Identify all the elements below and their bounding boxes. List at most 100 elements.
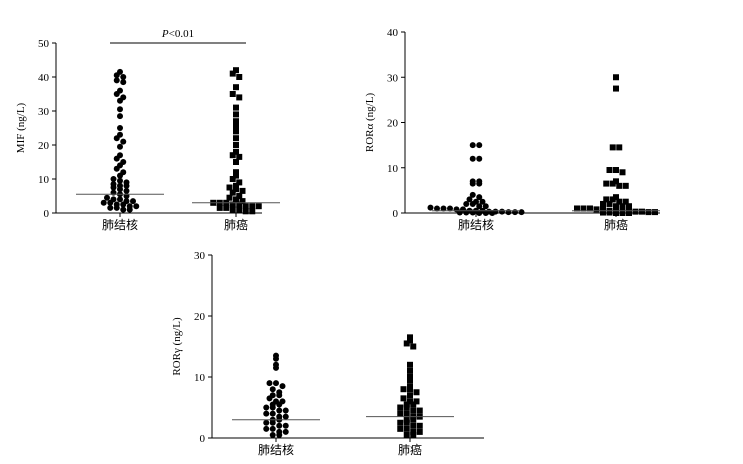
data-point-square (609, 144, 616, 151)
significance-label: P<0.01 (161, 28, 194, 40)
data-point-square (233, 128, 239, 135)
data-point-square (407, 392, 413, 399)
data-point-square (593, 206, 600, 213)
data-point-square (403, 431, 410, 438)
data-point-circle (282, 428, 289, 435)
data-point-circle (276, 401, 283, 408)
category-label: 肺结核 (258, 443, 294, 457)
data-point-circle (263, 425, 270, 432)
data-point-square (407, 383, 413, 390)
data-point-square (410, 422, 417, 429)
data-point-circle (117, 113, 123, 120)
data-point-square (236, 94, 243, 101)
data-point-circle (276, 407, 283, 414)
data-point-square (639, 208, 645, 215)
data-point-square (226, 194, 233, 201)
data-point-circle (469, 180, 476, 187)
data-point-square (410, 428, 417, 435)
data-point-circle (113, 77, 120, 84)
data-point-square (397, 410, 404, 417)
data-point-circle (463, 200, 470, 207)
data-point-square (410, 407, 417, 414)
data-point-square (587, 205, 593, 212)
data-point-square (603, 180, 610, 187)
data-point-square (613, 210, 619, 216)
data-point-circle (120, 138, 127, 145)
data-point-square (407, 386, 413, 393)
data-point-square (416, 407, 423, 414)
data-point-circle (469, 200, 476, 207)
data-point-square (233, 111, 239, 118)
data-point-circle (482, 210, 489, 216)
y-axis-label: RORγ (ng/L) (171, 317, 183, 376)
data-point-square (622, 182, 629, 189)
data-point-square (239, 187, 246, 194)
data-point-square (410, 431, 417, 438)
data-point-circle (518, 209, 525, 216)
data-point-square (407, 367, 413, 374)
data-point-square (229, 70, 236, 77)
data-point-circle (117, 186, 123, 193)
data-point-circle (123, 187, 130, 194)
data-point-square (407, 361, 413, 368)
data-point-square (613, 85, 619, 92)
data-point-square (400, 395, 407, 402)
data-point-square (233, 118, 239, 125)
data-point-circle (113, 135, 120, 142)
data-point-square (233, 159, 239, 165)
data-point-circle (113, 155, 120, 162)
data-point-square (233, 84, 239, 91)
data-point-square (410, 401, 417, 408)
data-point-circle (282, 407, 289, 414)
data-point-square (229, 176, 236, 182)
data-point-square (616, 198, 623, 205)
data-point-square (216, 204, 223, 211)
data-point-square (613, 203, 619, 210)
data-point-square (410, 416, 417, 423)
y-tick-label: 0 (200, 433, 206, 445)
data-point-square (619, 210, 626, 216)
data-point-circle (263, 410, 270, 417)
data-point-square (233, 142, 239, 148)
data-point-square (242, 203, 249, 210)
data-point-circle (130, 198, 136, 205)
data-point-square (255, 203, 262, 210)
data-point-square (236, 193, 243, 199)
data-point-circle (266, 395, 273, 402)
data-point-square (403, 401, 410, 408)
data-point-circle (469, 142, 476, 149)
data-point-circle (107, 199, 114, 206)
data-point-circle (476, 142, 483, 149)
data-point-circle (269, 419, 276, 426)
data-point-square (236, 74, 243, 80)
data-point-square (580, 205, 587, 212)
data-point-square (613, 74, 619, 81)
data-point-square (606, 209, 613, 216)
data-point-square (236, 179, 243, 186)
data-point-circle (117, 196, 123, 203)
y-tick-label: 0 (393, 208, 399, 220)
y-tick-label: 30 (38, 106, 50, 118)
data-point-square (619, 203, 626, 210)
y-tick-label: 40 (38, 72, 50, 84)
data-point-circle (266, 380, 273, 387)
data-point-circle (512, 209, 518, 216)
data-point-circle (263, 419, 270, 426)
y-tick-label: 30 (194, 250, 206, 262)
data-point-square (410, 343, 417, 350)
data-point-circle (434, 205, 440, 212)
data-point-square (600, 209, 606, 216)
data-point-square (242, 208, 249, 215)
data-point-square (233, 148, 239, 155)
data-point-square (613, 178, 619, 185)
data-point-square (632, 208, 639, 215)
data-point-square (233, 186, 239, 193)
data-point-square (249, 203, 256, 210)
data-point-circle (440, 205, 447, 212)
data-point-circle (427, 204, 434, 211)
y-tick-label: 10 (387, 163, 399, 175)
data-point-square (606, 167, 613, 174)
data-point-square (236, 153, 243, 160)
data-point-circle (279, 383, 286, 390)
